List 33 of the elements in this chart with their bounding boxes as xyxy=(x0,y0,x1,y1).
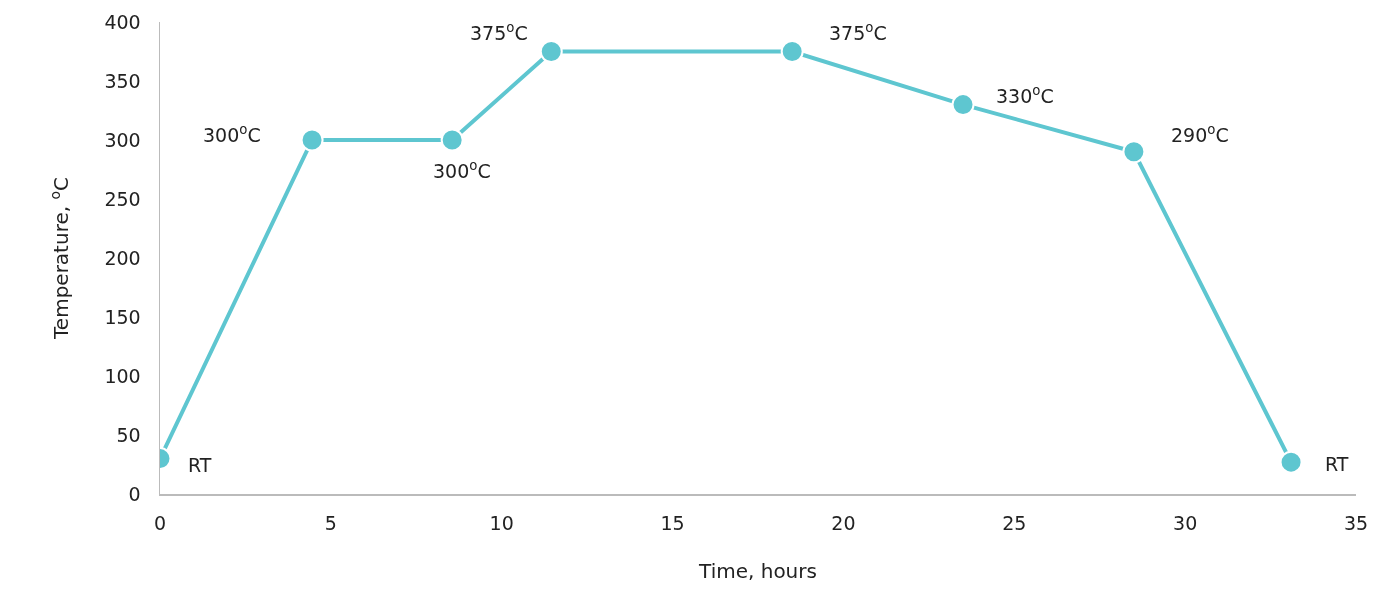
y-tick-label: 300 xyxy=(104,128,141,151)
x-tick-label: 30 xyxy=(1173,512,1198,535)
x-tick-label: 25 xyxy=(1002,512,1027,535)
x-tick-label: 10 xyxy=(489,512,514,535)
y-tick-label: 150 xyxy=(104,305,141,328)
x-tick-label: 5 xyxy=(324,512,337,535)
annotation: 375$^{o}$C xyxy=(829,20,887,44)
point xyxy=(1122,140,1146,164)
annotation: 375$^{o}$C xyxy=(470,20,528,44)
y-tick-label: 200 xyxy=(104,246,141,269)
x-tick-label: 20 xyxy=(831,512,856,535)
annotation: 300$^{o}$C xyxy=(433,158,491,182)
annotation: RT xyxy=(1325,453,1349,475)
y-tick-label: 50 xyxy=(116,423,141,446)
annotation: 290$^{o}$C xyxy=(1171,122,1229,146)
point xyxy=(539,40,563,63)
x-tick-label: 35 xyxy=(1343,512,1369,535)
point xyxy=(951,93,975,117)
annotation: 330$^{o}$C xyxy=(996,83,1054,107)
y-tick-label: 250 xyxy=(104,187,141,210)
y-tick-label: 350 xyxy=(104,69,141,92)
point xyxy=(440,128,464,152)
annotation: RT xyxy=(188,454,212,476)
x-axis-title: Time, hours xyxy=(698,558,817,583)
annotation: 300$^{o}$C xyxy=(203,122,261,146)
y-tick-label: 100 xyxy=(104,364,141,387)
x-tick-label: 0 xyxy=(153,512,167,535)
y-tick-label: 400 xyxy=(104,10,141,33)
y-tick-label: 0 xyxy=(128,482,141,505)
point xyxy=(1279,450,1303,474)
point xyxy=(300,128,324,152)
x-tick-label: 15 xyxy=(660,512,685,535)
point xyxy=(780,40,804,63)
